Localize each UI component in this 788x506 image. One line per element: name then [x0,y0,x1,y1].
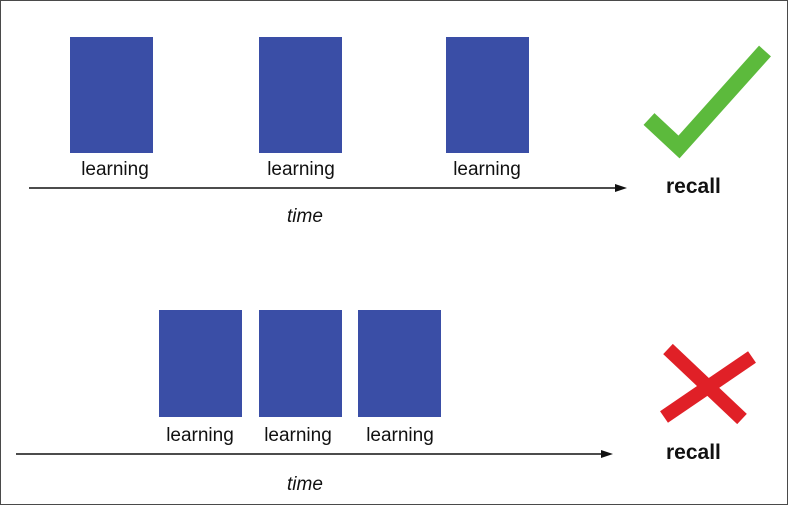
learning-label: learning [453,159,521,180]
learning-block [159,310,242,417]
learning-block [70,37,153,153]
learning-block [446,37,529,153]
learning-block [259,37,342,153]
cross-icon [660,343,756,425]
learning-label: learning [366,425,434,446]
time-axis-label: time [287,474,323,495]
learning-label: learning [81,159,149,180]
learning-block [358,310,441,417]
learning-label: learning [264,425,332,446]
check-icon [643,45,771,159]
learning-block [259,310,342,417]
time-axis-label: time [287,206,323,227]
learning-label: learning [166,425,234,446]
learning-label: learning [267,159,335,180]
recall-label: recall [666,441,721,464]
recall-label: recall [666,175,721,198]
